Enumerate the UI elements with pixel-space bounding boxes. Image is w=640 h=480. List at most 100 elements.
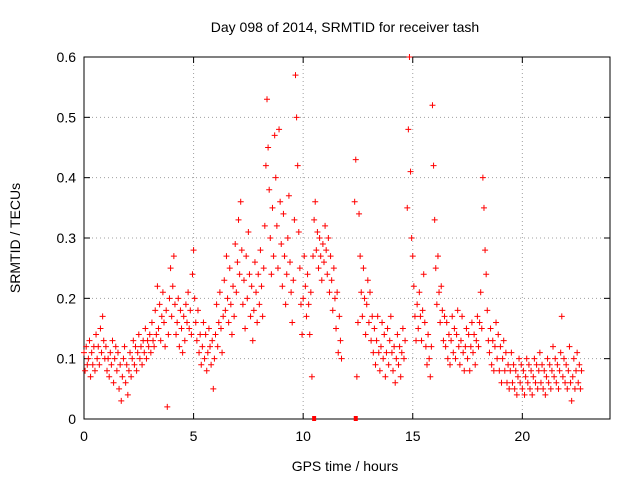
data-point (488, 361, 495, 368)
data-point (209, 337, 216, 344)
data-point (524, 379, 531, 386)
data-point (164, 403, 171, 410)
data-point (266, 186, 273, 193)
data-point (306, 331, 313, 338)
y-axis-label: SRMTID / TECUs (7, 183, 23, 293)
data-point (539, 361, 546, 368)
data-point (468, 319, 475, 326)
data-point (217, 325, 224, 332)
data-point (81, 349, 87, 356)
data-point (100, 337, 107, 344)
data-point (490, 367, 497, 374)
data-point (141, 349, 148, 356)
data-point (453, 331, 460, 338)
data-point (352, 156, 359, 163)
data-point (440, 337, 447, 344)
data-point (328, 277, 335, 284)
data-point (174, 319, 181, 326)
data-point (418, 337, 425, 344)
data-point (369, 313, 376, 320)
data-point (574, 349, 581, 356)
data-point (444, 355, 451, 362)
data-point (166, 295, 173, 302)
data-point (393, 355, 400, 362)
data-point (83, 343, 90, 350)
data-point (317, 253, 324, 260)
data-point (449, 313, 456, 320)
data-point (477, 289, 484, 296)
data-point (187, 307, 194, 314)
data-point (466, 367, 473, 374)
data-point (234, 259, 241, 266)
data-point (430, 162, 437, 169)
data-point (188, 331, 195, 338)
data-point (407, 168, 414, 175)
data-point (265, 144, 272, 151)
data-point (318, 277, 325, 284)
data-point (268, 271, 275, 278)
data-point (251, 259, 258, 266)
data-point (473, 337, 480, 344)
data-point (176, 343, 183, 350)
data-point (514, 373, 521, 380)
data-point (91, 367, 98, 374)
data-point (552, 355, 559, 362)
data-point (117, 361, 124, 368)
data-point (296, 265, 303, 272)
data-point (512, 367, 519, 374)
data-point (113, 367, 120, 374)
data-point (478, 325, 485, 332)
data-point (480, 204, 487, 211)
data-point (297, 301, 304, 308)
data-point (230, 283, 237, 290)
data-point (577, 385, 584, 392)
data-point (333, 325, 340, 332)
data-point (358, 289, 365, 296)
data-point (97, 325, 104, 332)
data-point (289, 319, 296, 326)
data-point (550, 343, 557, 350)
data-point (420, 271, 427, 278)
data-point (384, 325, 391, 332)
axis-ticks: 0 0.1 0.2 0.3 0.4 0.5 0.6 0 5 10 15 20 (57, 49, 610, 444)
data-point (415, 325, 422, 332)
data-point (267, 235, 274, 241)
data-point (322, 222, 329, 229)
data-point (244, 295, 251, 302)
data-point (300, 295, 307, 302)
data-point (522, 373, 529, 380)
data-point (359, 313, 366, 320)
data-point (137, 343, 144, 350)
data-point (461, 367, 468, 374)
data-point (335, 349, 342, 356)
data-point (86, 337, 93, 344)
data-point (185, 289, 192, 296)
data-point (315, 265, 322, 272)
data-point (168, 313, 175, 320)
data-point (284, 235, 291, 241)
data-point (442, 343, 449, 350)
data-point (399, 325, 406, 332)
data-point (516, 355, 523, 362)
data-point (377, 343, 384, 350)
data-point (565, 367, 572, 374)
data-point (292, 72, 299, 79)
data-point (566, 343, 573, 350)
data-point (312, 198, 319, 205)
data-point (85, 355, 92, 362)
data-point (530, 373, 537, 380)
data-point (82, 367, 89, 374)
data-point (139, 361, 146, 368)
data-point (274, 265, 281, 272)
data-point (186, 325, 193, 332)
data-point (109, 337, 116, 344)
data-point (370, 349, 377, 356)
data-point (517, 379, 524, 386)
data-point (114, 349, 121, 356)
data-point (105, 355, 112, 362)
data-point (278, 241, 285, 248)
data-point (88, 349, 95, 356)
data-point (225, 319, 232, 326)
data-point (175, 295, 182, 302)
data-point (371, 325, 378, 332)
